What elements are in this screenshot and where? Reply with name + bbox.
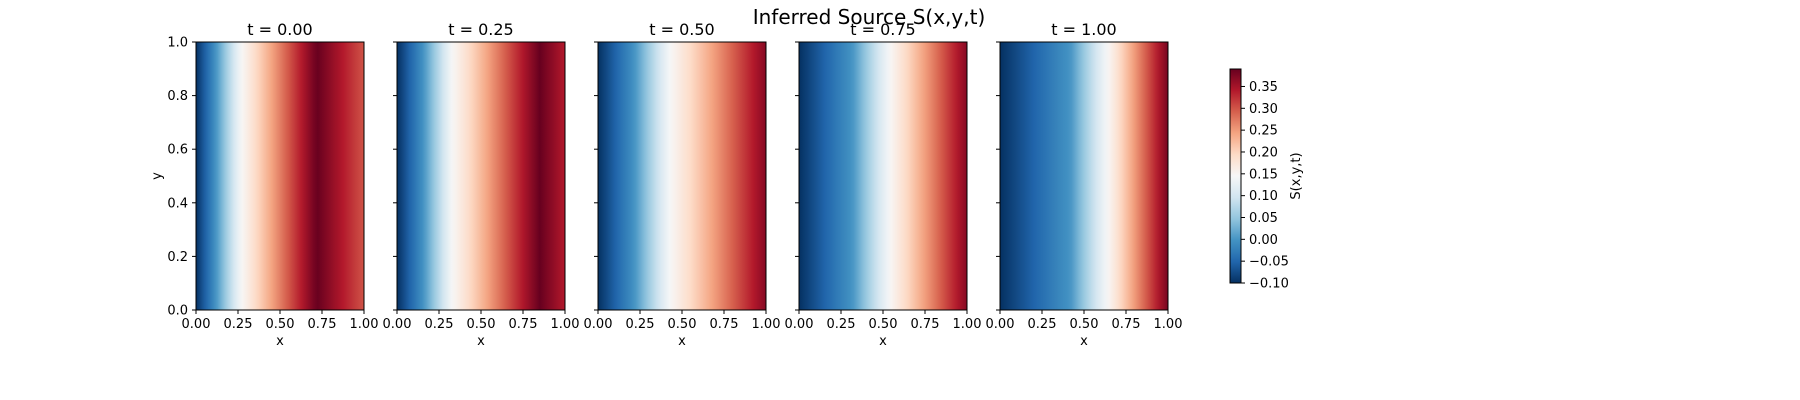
y-tick-label: 0.6 bbox=[167, 143, 188, 158]
colorbar-tick-label: 0.35 bbox=[1249, 80, 1278, 95]
x-tick-label: 0.50 bbox=[1070, 317, 1099, 332]
colorbar-tick-label: 0.25 bbox=[1249, 124, 1278, 139]
heatmap-panel: t = 0.75 0.00 0.25 0.50 0.75 1.00 x bbox=[785, 20, 982, 349]
colorbar-tick-label: 0.10 bbox=[1249, 189, 1278, 204]
x-tick-label: 1.00 bbox=[551, 317, 580, 332]
x-tick-label: 0.50 bbox=[869, 317, 898, 332]
colorbar-tick-label: 0.00 bbox=[1249, 233, 1278, 248]
colorbar-tick-label: 0.15 bbox=[1249, 167, 1278, 182]
x-tick-label: 1.00 bbox=[350, 317, 379, 332]
x-tick-label: 1.00 bbox=[1154, 317, 1183, 332]
colorbar-tick-label: −0.05 bbox=[1249, 255, 1289, 270]
panel-title: t = 0.00 bbox=[247, 20, 312, 39]
heatmap-field bbox=[196, 42, 364, 310]
x-tick-label: 0.25 bbox=[827, 317, 856, 332]
heatmap-panel: t = 0.50 0.00 0.25 0.50 0.75 1.00 x bbox=[584, 20, 781, 349]
x-tick-label: 0.75 bbox=[911, 317, 940, 332]
x-tick-label: 0.00 bbox=[785, 317, 814, 332]
heatmap-field bbox=[397, 42, 565, 310]
x-tick-label: 0.75 bbox=[308, 317, 337, 332]
x-tick-label: 0.50 bbox=[668, 317, 697, 332]
panel-title: t = 0.50 bbox=[649, 20, 714, 39]
colorbar: −0.10 −0.05 0.00 0.05 0.10 0.15 0.20 0.25 0.30 0.… bbox=[1229, 68, 1304, 292]
colorbar-frame bbox=[1229, 68, 1242, 284]
x-tick-label: 0.75 bbox=[1112, 317, 1141, 332]
x-tick-label: 0.00 bbox=[182, 317, 211, 332]
x-axis-label: x bbox=[276, 334, 284, 349]
panel-title: t = 0.25 bbox=[448, 20, 513, 39]
x-tick-label: 0.00 bbox=[986, 317, 1015, 332]
colorbar-label: S(x,y,t) bbox=[1289, 152, 1304, 199]
heatmap-panel: t = 0.25 0.00 0.25 0.50 0.75 1.00 x bbox=[383, 20, 580, 349]
panel-title: t = 1.00 bbox=[1051, 20, 1116, 39]
x-tick-label: 0.25 bbox=[425, 317, 454, 332]
x-tick-label: 0.00 bbox=[584, 317, 613, 332]
colorbar-scale bbox=[1230, 69, 1241, 283]
y-tick-label: 1.0 bbox=[167, 36, 188, 51]
x-tick-label: 0.25 bbox=[224, 317, 253, 332]
heatmap-panel: t = 1.00 0.00 0.25 0.50 0.75 1.00 x bbox=[986, 20, 1183, 349]
x-tick-label: 0.25 bbox=[626, 317, 655, 332]
colorbar-tick-label: 0.30 bbox=[1249, 102, 1278, 117]
x-tick-label: 0.75 bbox=[509, 317, 538, 332]
x-tick-label: 0.50 bbox=[266, 317, 295, 332]
heatmap-panel: t = 0.00 0.00 0.25 0.50 0.75 1.00 x 0.0 0.2 0.4 0.… bbox=[150, 20, 378, 349]
y-tick-label: 0.4 bbox=[167, 196, 188, 211]
y-tick-label: 0.0 bbox=[167, 304, 188, 319]
x-tick-label: 0.75 bbox=[710, 317, 739, 332]
x-axis-label: x bbox=[678, 334, 686, 349]
x-axis-label: x bbox=[477, 334, 485, 349]
x-axis-label: x bbox=[1080, 334, 1088, 349]
colorbar-tick-label: −0.10 bbox=[1249, 277, 1289, 292]
y-axis-label: y bbox=[150, 172, 165, 180]
heatmap-panels: t = 0.00 0.00 0.25 0.50 0.75 1.00 x 0.0 0.2 0.4 0.… bbox=[150, 20, 1182, 349]
colorbar-tick-label: 0.05 bbox=[1249, 211, 1278, 226]
y-tick-label: 0.2 bbox=[167, 250, 188, 265]
x-tick-label: 0.50 bbox=[467, 317, 496, 332]
x-axis-label: x bbox=[879, 334, 887, 349]
figure-title: Inferred Source S(x,y,t) bbox=[753, 5, 986, 29]
panel-title: t = 0.75 bbox=[850, 20, 915, 39]
colorbar-tick-label: 0.20 bbox=[1249, 145, 1278, 160]
heatmap-field bbox=[598, 42, 766, 310]
x-tick-label: 0.25 bbox=[1028, 317, 1057, 332]
x-tick-label: 1.00 bbox=[752, 317, 781, 332]
x-tick-label: 0.00 bbox=[383, 317, 412, 332]
x-tick-label: 1.00 bbox=[953, 317, 982, 332]
heatmap-field bbox=[799, 42, 967, 310]
heatmap-field bbox=[1000, 42, 1168, 310]
y-tick-label: 0.8 bbox=[167, 89, 188, 104]
